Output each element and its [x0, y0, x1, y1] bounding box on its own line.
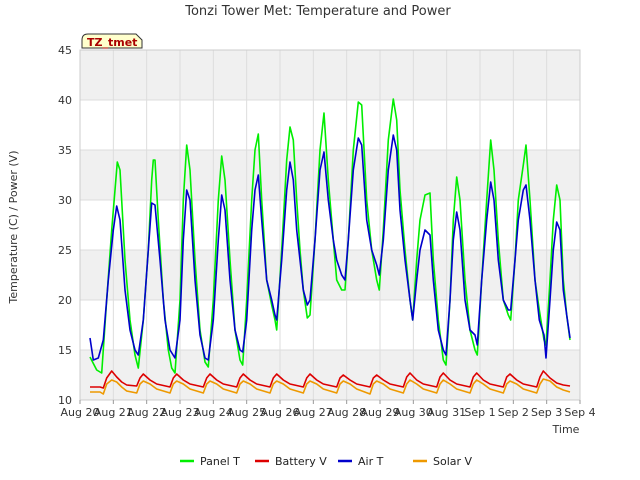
x-tick-label: Aug 30	[394, 406, 433, 419]
x-tick-label: Aug 31	[427, 406, 466, 419]
dataset-tag-box	[81, 33, 143, 49]
plot-frame	[79, 49, 581, 401]
x-tick-label: Aug 20	[61, 406, 100, 419]
grid-lines	[79, 49, 581, 401]
legend-label-battery-v: Battery V	[275, 455, 327, 468]
series-line-panel-t	[89, 98, 571, 374]
plot-band	[80, 50, 580, 100]
series-lines	[89, 98, 571, 395]
y-tick-label: 40	[58, 94, 72, 107]
x-tick-label: Aug 28	[327, 406, 366, 419]
x-tick-label: Aug 22	[127, 406, 166, 419]
x-tick-label: Sep 3	[531, 406, 562, 419]
x-tick-label: Sep 2	[498, 406, 529, 419]
series-line-battery-v	[90, 370, 571, 389]
x-tick-label: Aug 26	[261, 406, 300, 419]
series-line-solar-v	[90, 378, 571, 395]
legend-label-panel-t: Panel T	[200, 455, 240, 468]
legend-label-solar-v: Solar V	[433, 455, 473, 468]
y-tick-label: 15	[58, 344, 72, 357]
y-tick-label: 25	[58, 244, 72, 257]
legend: Panel T Battery V Air T Solar V	[180, 455, 473, 468]
plot-band	[80, 250, 580, 300]
y-axis: 10 15 20 25 30 35 40 45	[58, 44, 72, 407]
x-tick-label: Aug 29	[361, 406, 400, 419]
x-tick-label: Sep 4	[564, 406, 595, 419]
y-axis-label: Temperature (C) / Power (V)	[7, 150, 20, 304]
x-tick-label: Aug 27	[294, 406, 333, 419]
y-tick-label: 45	[58, 44, 72, 57]
series-line-air-t	[89, 134, 571, 361]
x-tick-label: Aug 23	[161, 406, 200, 419]
y-tick-label: 35	[58, 144, 72, 157]
dataset-tag-label: TZ_tmet	[87, 36, 137, 49]
chart-title: Tonzi Tower Met: Temperature and Power	[184, 4, 451, 19]
x-tick-label: Sep 1	[464, 406, 495, 419]
x-tick-label: Aug 25	[227, 406, 266, 419]
y-tick-label: 30	[58, 194, 72, 207]
dataset-tag: TZ_tmet	[81, 33, 143, 49]
x-axis-label: Time	[552, 423, 580, 436]
x-tick-label: Aug 21	[94, 406, 133, 419]
plot-band	[80, 350, 580, 400]
plot-bands	[80, 50, 580, 400]
y-tick-label: 10	[58, 394, 72, 407]
y-tick-label: 20	[58, 294, 72, 307]
x-tick-label: Aug 24	[194, 406, 233, 419]
legend-label-air-t: Air T	[358, 455, 384, 468]
